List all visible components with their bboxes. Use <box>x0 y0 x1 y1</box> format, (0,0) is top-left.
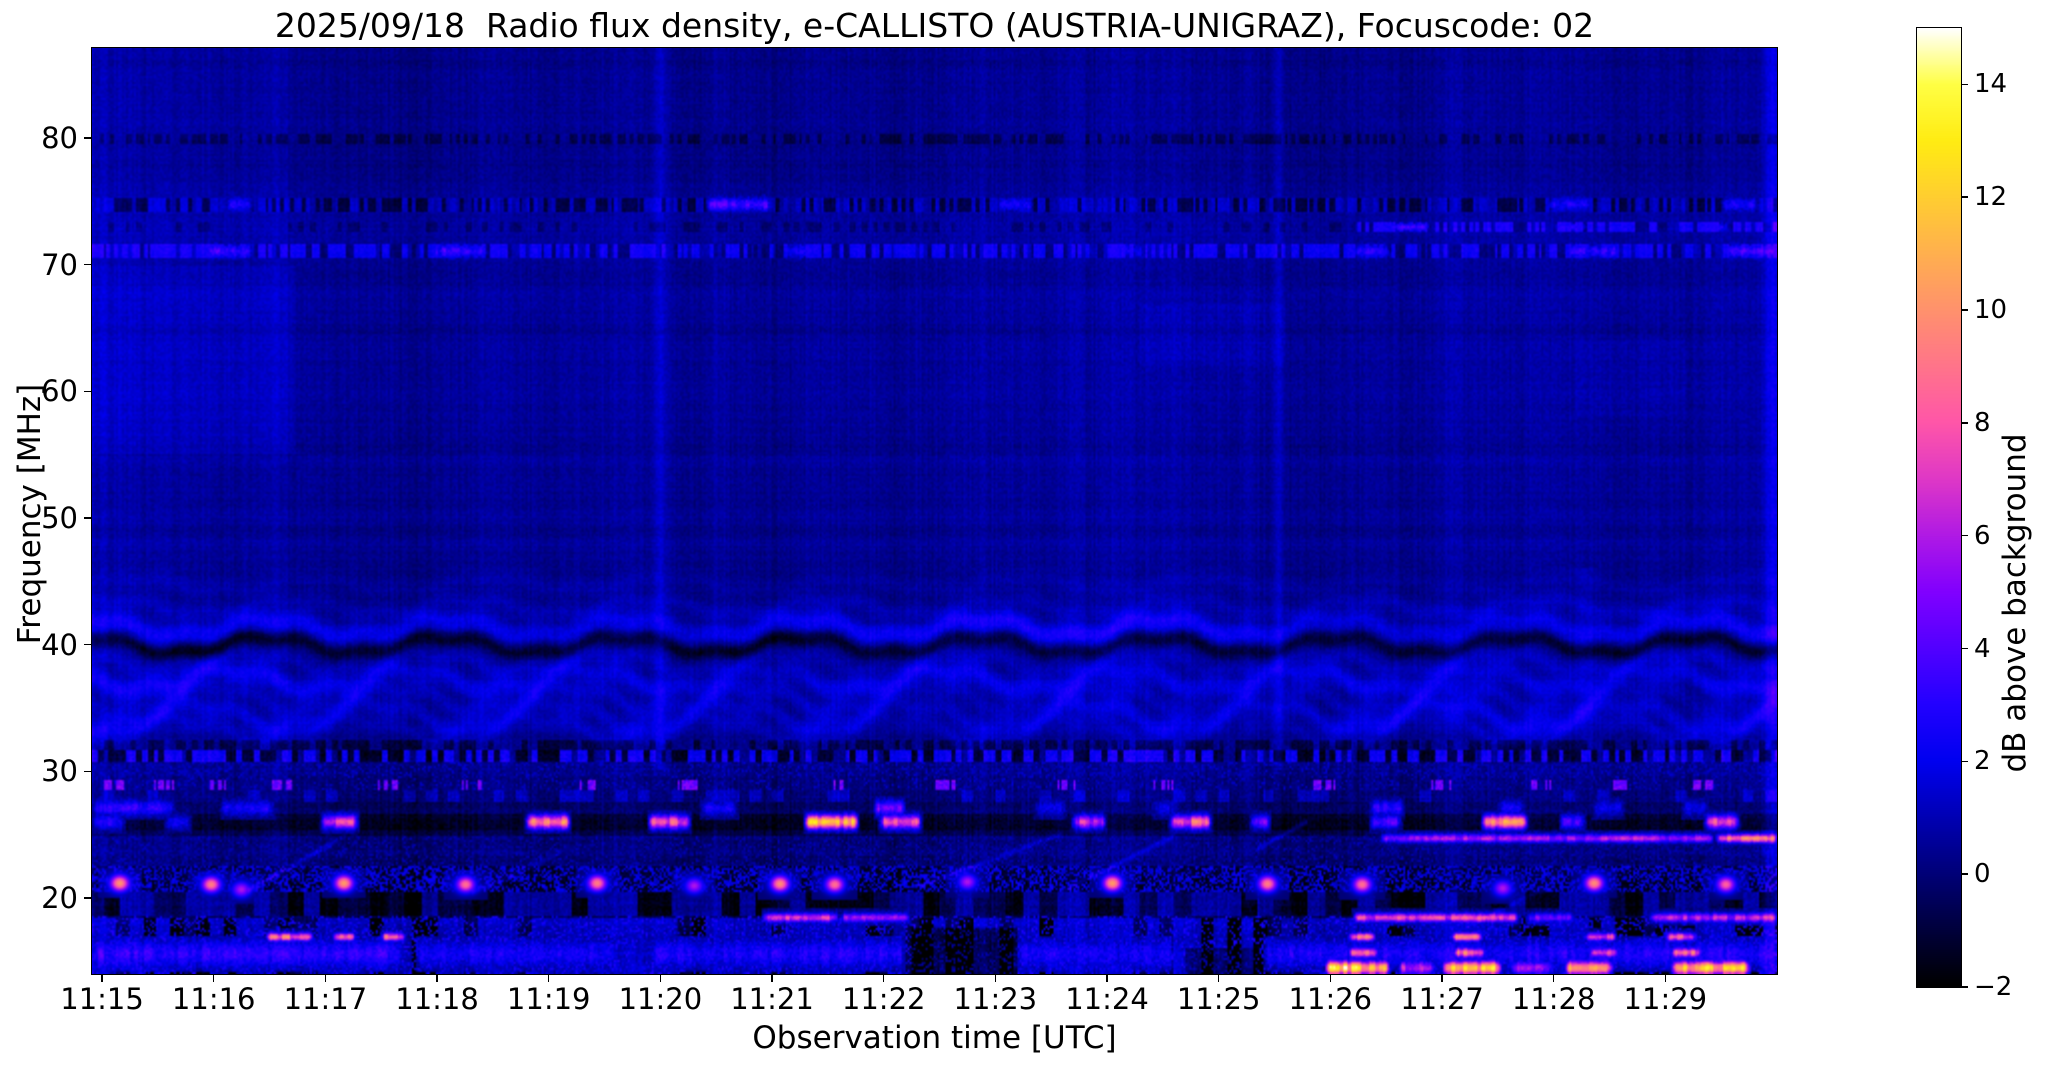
y-axis-label: Frequency [MHz] <box>12 383 48 645</box>
x-tick-mark <box>994 975 997 982</box>
x-tick-mark <box>212 975 215 982</box>
x-tick-mark <box>436 975 438 982</box>
colorbar-tick-label: 14 <box>1974 69 2008 100</box>
spectrogram-canvas <box>92 48 1777 974</box>
x-tick-label: 11:24 <box>1065 982 1149 1016</box>
x-tick-mark <box>1329 975 1332 982</box>
x-tick-mark <box>1552 975 1555 982</box>
colorbar-tick-label: 8 <box>1974 407 1991 438</box>
y-tick-mark <box>84 137 91 139</box>
spectrogram-plot-area <box>91 47 1778 975</box>
y-tick-label: 70 <box>41 247 78 282</box>
x-tick-mark <box>1441 975 1443 982</box>
x-tick-mark <box>1217 975 1220 982</box>
colorbar-tick-label: 6 <box>1974 520 1991 551</box>
colorbar-tick-label: −2 <box>1974 972 2013 1002</box>
y-tick-label: 80 <box>41 120 78 155</box>
colorbar-tick-mark <box>1962 873 1968 875</box>
colorbar-label: dB above background <box>1997 433 2033 773</box>
colorbar-tick-label: 4 <box>1974 633 1991 664</box>
x-tick-label: 11:18 <box>395 982 479 1016</box>
colorbar-tick-label: 10 <box>1974 295 2008 326</box>
y-tick-label: 30 <box>41 754 78 789</box>
colorbar-tick-mark <box>1962 534 1968 537</box>
colorbar-tick-mark <box>1962 83 1968 86</box>
plot-title: 2025/09/18 Radio flux density, e-CALLIST… <box>274 6 1595 45</box>
x-tick-label: 11:28 <box>1511 982 1596 1016</box>
x-tick-label: 11:22 <box>841 982 926 1016</box>
colorbar-canvas <box>1917 28 1961 987</box>
x-tick-label: 11:26 <box>1288 982 1373 1016</box>
x-tick-label: 11:23 <box>953 982 1038 1016</box>
colorbar-tick-label: 12 <box>1974 182 2008 213</box>
y-tick-mark <box>84 517 91 519</box>
x-tick-label: 11:19 <box>506 982 591 1016</box>
x-tick-mark <box>547 975 550 982</box>
y-tick-label: 60 <box>41 374 78 409</box>
y-tick-mark <box>84 643 91 646</box>
colorbar <box>1916 27 1962 988</box>
colorbar-tick-mark <box>1962 196 1968 198</box>
x-tick-label: 11:20 <box>618 982 703 1016</box>
x-tick-label: 11:16 <box>171 982 256 1016</box>
x-tick-label: 11:27 <box>1400 982 1484 1016</box>
x-tick-label: 11:15 <box>60 982 144 1016</box>
x-tick-label: 11:17 <box>283 982 368 1016</box>
y-tick-label: 40 <box>41 627 78 662</box>
x-axis-label: Observation time [UTC] <box>752 1020 1117 1056</box>
x-tick-mark <box>771 975 773 982</box>
y-tick-label: 20 <box>41 880 78 915</box>
colorbar-tick-mark <box>1962 309 1968 311</box>
x-tick-label: 11:25 <box>1176 982 1261 1016</box>
x-tick-mark <box>659 975 662 982</box>
colorbar-tick-mark <box>1962 986 1968 988</box>
y-tick-mark <box>84 897 91 899</box>
x-tick-mark <box>101 975 103 982</box>
colorbar-tick-mark <box>1962 422 1968 424</box>
x-tick-label: 11:29 <box>1623 982 1708 1016</box>
x-tick-label: 11:21 <box>730 982 814 1016</box>
y-tick-mark <box>84 390 91 393</box>
x-tick-mark <box>1106 975 1108 982</box>
y-tick-label: 50 <box>41 500 78 535</box>
x-tick-mark <box>882 975 885 982</box>
x-tick-mark <box>324 975 327 982</box>
colorbar-tick-label: 2 <box>1974 746 1991 777</box>
y-tick-mark <box>84 770 91 773</box>
colorbar-tick-label: 0 <box>1974 859 1991 890</box>
x-tick-mark <box>1664 975 1667 982</box>
colorbar-tick-mark <box>1962 647 1968 650</box>
y-tick-mark <box>84 263 91 266</box>
colorbar-tick-mark <box>1962 760 1968 763</box>
